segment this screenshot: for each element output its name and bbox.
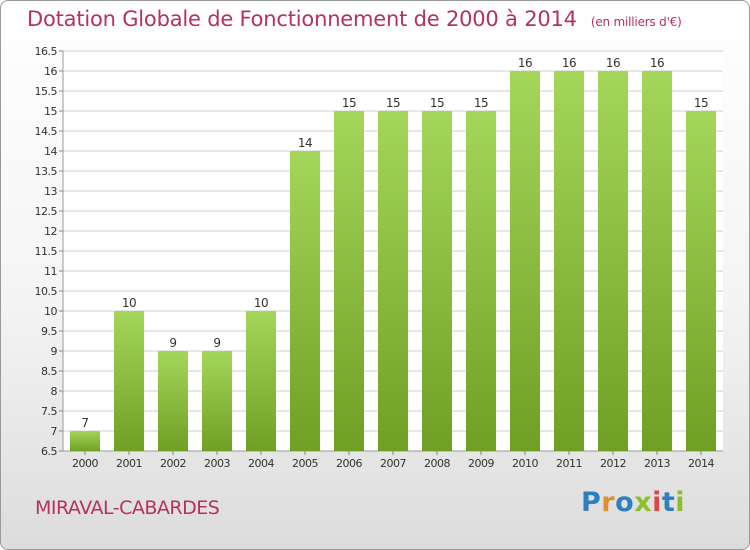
bar-2008 bbox=[422, 111, 452, 451]
x-tick-label: 2011 bbox=[556, 457, 582, 470]
x-tick-label: 2001 bbox=[116, 457, 142, 470]
y-tick-label: 6.5 bbox=[41, 445, 57, 458]
data-label: 16 bbox=[606, 56, 620, 70]
x-tick-label: 2012 bbox=[600, 457, 626, 470]
y-tick-label: 7.5 bbox=[41, 405, 57, 418]
x-tick-label: 2008 bbox=[424, 457, 450, 470]
x-tick-label: 2009 bbox=[468, 457, 494, 470]
y-tick-label: 9 bbox=[51, 345, 58, 358]
data-label: 15 bbox=[386, 96, 400, 110]
x-tick-label: 2002 bbox=[160, 457, 186, 470]
data-label: 16 bbox=[650, 56, 664, 70]
bar-2010 bbox=[510, 71, 540, 451]
logo-letter: t bbox=[661, 487, 676, 518]
y-tick-label: 11 bbox=[44, 265, 57, 278]
y-tick-label: 16 bbox=[44, 65, 57, 78]
y-tick-label: 14.5 bbox=[35, 125, 58, 138]
y-tick-label: 8.5 bbox=[41, 365, 57, 378]
y-tick-label: 9.5 bbox=[41, 325, 57, 338]
x-tick-label: 2010 bbox=[512, 457, 538, 470]
y-tick-label: 15 bbox=[44, 105, 57, 118]
town-name: MIRAVAL-CABARDES bbox=[35, 497, 220, 519]
chart-title-text: Dotation Globale de Fonctionnement de 20… bbox=[27, 7, 577, 31]
bar-2001 bbox=[114, 311, 144, 451]
bar-2009 bbox=[466, 111, 496, 451]
logo-letter: x bbox=[634, 487, 653, 518]
logo-letter: o bbox=[615, 487, 635, 518]
data-label: 7 bbox=[81, 416, 88, 430]
bar-2003 bbox=[202, 351, 232, 451]
data-label: 15 bbox=[342, 96, 356, 110]
y-tick-label: 14 bbox=[44, 145, 57, 158]
y-tick-label: 10.5 bbox=[35, 285, 58, 298]
bar-2005 bbox=[290, 151, 320, 451]
bar-2014 bbox=[686, 111, 716, 451]
x-tick-label: 2013 bbox=[644, 457, 670, 470]
x-tick-label: 2000 bbox=[72, 457, 98, 470]
proxiti-logo: Proxiti bbox=[581, 487, 685, 518]
y-tick-label: 13 bbox=[44, 185, 57, 198]
data-label: 10 bbox=[254, 296, 268, 310]
data-label: 15 bbox=[430, 96, 444, 110]
y-tick-label: 15.5 bbox=[35, 85, 58, 98]
x-tick-label: 2007 bbox=[380, 457, 406, 470]
bar-2006 bbox=[334, 111, 364, 451]
chart-title: Dotation Globale de Fonctionnement de 20… bbox=[27, 7, 682, 31]
bar-2011 bbox=[554, 71, 584, 451]
x-tick-label: 2005 bbox=[292, 457, 318, 470]
logo-letter: r bbox=[601, 487, 616, 518]
y-tick-label: 8 bbox=[51, 385, 58, 398]
bar-chart: 6.5 7 7.5 8 8.5 9 9.5 10 10.5 11 11.5 12 12.5 13 13.5 1… bbox=[35, 45, 723, 470]
data-label: 9 bbox=[213, 336, 220, 350]
bar-2007 bbox=[378, 111, 408, 451]
bar-2012 bbox=[598, 71, 628, 451]
y-tick-label: 11.5 bbox=[35, 245, 58, 258]
bar-2013 bbox=[642, 71, 672, 451]
data-label: 16 bbox=[518, 56, 532, 70]
logo-letter: P bbox=[581, 487, 602, 518]
bar-2000 bbox=[70, 431, 100, 451]
x-tick-label: 2014 bbox=[688, 457, 714, 470]
data-label: 15 bbox=[474, 96, 488, 110]
logo-letter: i bbox=[652, 487, 662, 518]
x-tick-label: 2003 bbox=[204, 457, 230, 470]
chart-subtitle: (en milliers d'€) bbox=[590, 15, 682, 29]
data-label: 14 bbox=[298, 136, 312, 150]
data-label: 15 bbox=[694, 96, 708, 110]
y-tick-label: 7 bbox=[51, 425, 58, 438]
y-tick-label: 13.5 bbox=[35, 165, 58, 178]
logo-letter: i bbox=[675, 487, 686, 518]
x-tick-label: 2004 bbox=[248, 457, 274, 470]
x-tick-label: 2006 bbox=[336, 457, 362, 470]
y-tick-label: 16.5 bbox=[35, 45, 58, 58]
y-tick-label: 12.5 bbox=[35, 205, 58, 218]
bar-2002 bbox=[158, 351, 188, 451]
y-tick-label: 12 bbox=[44, 225, 57, 238]
y-tick-label: 10 bbox=[44, 305, 57, 318]
data-label: 10 bbox=[122, 296, 136, 310]
data-label: 9 bbox=[169, 336, 176, 350]
data-label: 16 bbox=[562, 56, 576, 70]
bar-2004 bbox=[246, 311, 276, 451]
